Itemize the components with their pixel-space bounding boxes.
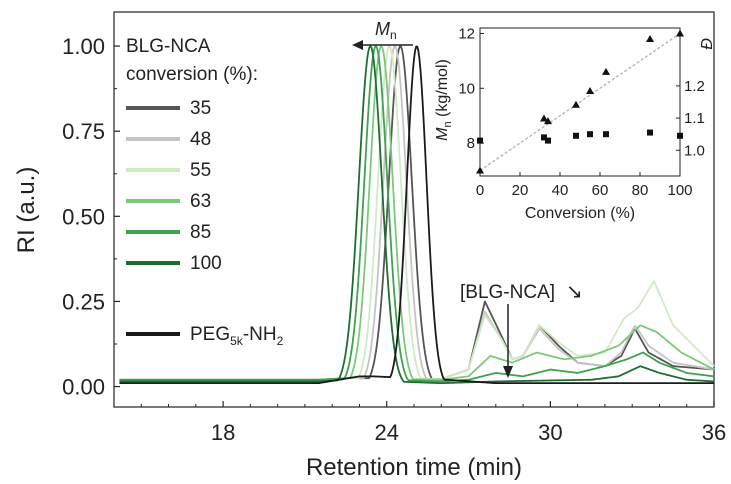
inset-x-tick-label: 0 [476,182,484,199]
x-axis-title: Retention time (min) [306,454,522,481]
inset-chart: 0 20 40 60 80 100 8 10 12 1.0 1.1 1.2 Conversion (%… [434,25,716,222]
legend-entry-label: 85 [190,222,211,243]
legend-title-line-2: conversion (%): [126,64,258,85]
inset-mn-point [476,166,484,174]
mn-arrow-label: Mn [375,19,397,42]
inset-y-tick-label: 12 [458,25,475,42]
inset-y-title: Mn (kg/mol) [434,59,454,141]
legend-entry-label: 100 [190,253,222,274]
inset-x-tick-label: 60 [592,182,609,199]
y-tick-label: 1.00 [62,34,105,59]
mn-arrow-annotation: Mn [352,19,413,50]
inset-dispersity-point [603,131,609,138]
inset-y2-tick-label: 1.2 [684,78,705,95]
inset-y-tick-label: 8 [467,135,475,152]
main-axis-ticks: 18 24 30 360.000.250.500.751.00 [62,34,726,445]
legend-entry-label: PEG5k-NH2 [190,324,284,348]
x-tick-label: 36 [702,420,726,445]
y-tick-label: 0.50 [62,204,105,229]
chromatogram-traces [119,45,715,385]
inset-y2-tick-label: 1.0 [684,142,705,159]
inset-dispersity-point [573,132,579,139]
inset-mn-point [602,67,610,75]
inset-dispersity-point [587,131,593,138]
monomer-annotation: [BLG-NCA] ↘ [460,281,583,378]
legend-entry-label: 35 [190,98,211,119]
legend-title-line-1: BLG-NCA [126,36,211,57]
monomer-diagonal-arrow: ↘ [566,281,583,303]
y-tick-label: 0.00 [62,375,105,400]
mn-arrow-head [352,40,363,50]
legend-entry-label: 63 [190,191,211,212]
inset-mn-point [572,100,580,108]
inset-fit-line [479,32,681,172]
inset-dispersity-point [677,132,683,139]
inset-mn-point [646,34,654,42]
inset-mn-point [540,114,548,122]
inset-dispersity-point [477,137,483,144]
legend: BLG-NCA conversion (%): 35 48 55 63 85 100 PEG5k… [126,36,284,348]
inset-x-tick-label: 20 [512,182,529,199]
series-line-peg-5k-nh-2 [119,45,714,385]
inset-y2-tick-label: 1.1 [684,110,705,127]
inset-mn-point [676,29,684,37]
x-tick-label: 24 [374,420,398,445]
monomer-label: [BLG-NCA] [460,282,555,303]
mn-arrow-symbol: M [375,19,390,39]
inset-dispersity-point [647,129,653,136]
inset-content: 0 20 40 60 80 100 8 10 12 1.0 1.1 1.2 [458,25,705,199]
legend-entry-label: 48 [190,129,211,150]
inset-x-tick-label: 80 [632,182,649,199]
monomer-arrow-head [503,366,513,378]
inset-y-subscript: n [442,121,454,127]
mn-arrow-subscript: n [390,28,397,42]
inset-mn-point [544,117,552,125]
inset-y-tick-label: 10 [458,80,475,97]
inset-y-symbol: M [434,127,451,141]
inset-mn-point [586,87,594,95]
inset-y-unit: (kg/mol) [434,59,451,121]
x-tick-label: 18 [211,420,235,445]
y-axis-title: RI (a.u.) [13,167,40,254]
inset-y2-title: Đ [699,38,716,50]
inset-dispersity-point [545,137,551,144]
inset-x-title: Conversion (%) [525,205,635,222]
x-tick-label: 30 [538,420,562,445]
inset-x-tick-label: 40 [552,182,569,199]
y-tick-label: 0.75 [62,119,105,144]
legend-entry-label: 55 [190,160,211,181]
series-line-85 [119,45,715,383]
inset-x-tick-label: 100 [667,182,692,199]
series-line-100 [119,45,715,385]
y-tick-label: 0.25 [62,289,105,314]
inset-dispersity-point [541,134,547,141]
